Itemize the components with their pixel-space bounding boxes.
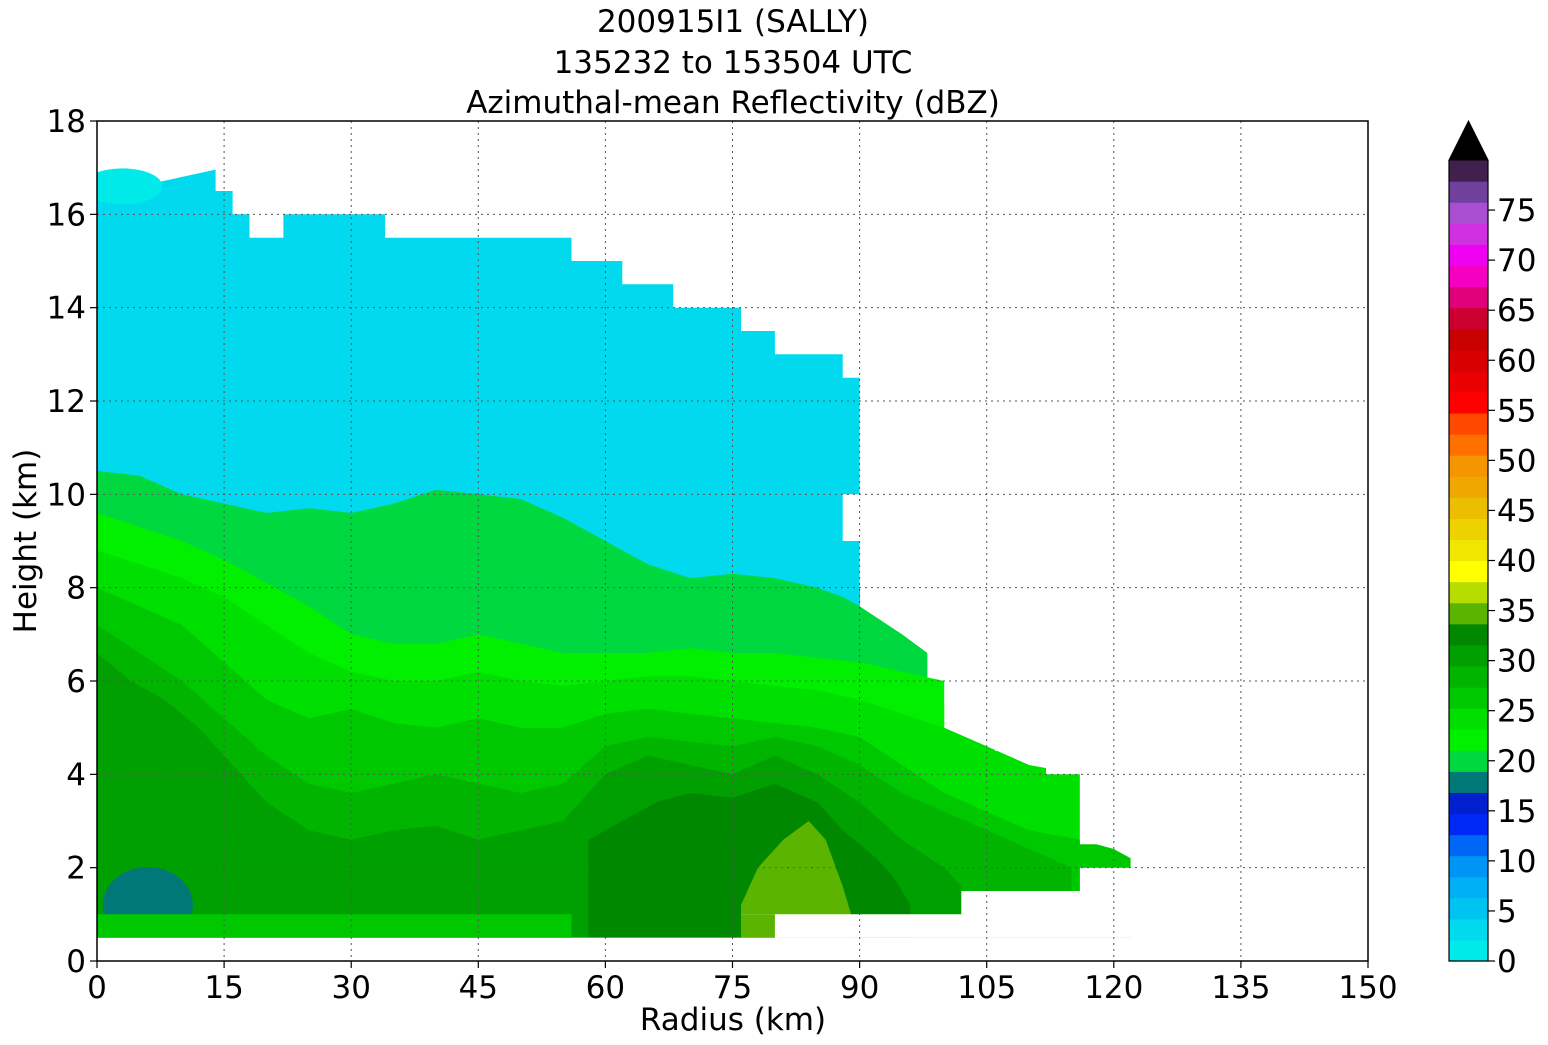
y-tick-label: 12	[47, 384, 86, 420]
y-axis-label: Height (km)	[8, 449, 44, 634]
colorbar-tick-label: 35	[1497, 594, 1536, 630]
chart-title-line-1: 200915I1 (SALLY)	[596, 4, 870, 40]
x-tick-label: 135	[1211, 970, 1270, 1006]
colorbar-swatch	[1449, 202, 1488, 224]
x-tick-label: 30	[331, 970, 370, 1006]
y-tick-label: 14	[47, 291, 86, 327]
colorbar-tick-label: 20	[1497, 744, 1536, 780]
colorbar-swatch	[1449, 644, 1488, 667]
x-axis-label: Radius (km)	[640, 1002, 826, 1038]
colorbar-swatch	[1449, 349, 1488, 372]
colorbar-extend-arrow	[1448, 119, 1489, 161]
colorbar-tick-label: 30	[1497, 644, 1536, 680]
colorbar-swatch	[1449, 223, 1488, 245]
colorbar-swatch	[1449, 539, 1488, 562]
x-tick-label: 0	[87, 970, 107, 1006]
colorbar-tick-label: 45	[1497, 493, 1536, 529]
colorbar-swatch	[1449, 518, 1488, 541]
colorbar-swatch	[1449, 750, 1488, 772]
colorbar-swatch	[1449, 307, 1488, 330]
x-tick-label: 120	[1084, 970, 1143, 1006]
colorbar-swatch	[1449, 792, 1488, 815]
colorbar-swatch	[1449, 497, 1488, 519]
x-tick-label: 105	[957, 970, 1016, 1006]
colorbar-tick-label: 25	[1497, 694, 1536, 730]
colorbar-tick-label: 65	[1497, 293, 1536, 329]
colorbar-swatch	[1449, 665, 1488, 688]
y-tick-label: 8	[66, 571, 86, 607]
colorbar-swatch	[1449, 876, 1488, 899]
colorbar-swatch	[1449, 918, 1488, 941]
chart-title-line-2: 135232 to 153504 UTC	[553, 45, 913, 81]
colorbar-tick-label: 50	[1497, 443, 1536, 479]
contour-core-top	[97, 168, 163, 205]
colorbar-swatch	[1449, 897, 1488, 920]
colorbar-tick-label: 10	[1497, 844, 1536, 880]
colorbar-swatch	[1449, 581, 1488, 604]
colorbar-tick-label: 75	[1497, 193, 1536, 229]
colorbar-swatch	[1449, 708, 1488, 730]
colorbar-tick-label: 5	[1497, 894, 1517, 930]
colorbar-tick-label: 55	[1497, 393, 1536, 429]
colorbar-swatch	[1449, 729, 1488, 751]
colorbar-swatch	[1449, 160, 1488, 182]
colorbar-swatch	[1449, 939, 1488, 962]
colorbar-tick-label: 60	[1497, 343, 1536, 379]
colorbar-swatch	[1449, 434, 1488, 456]
y-tick-label: 10	[47, 477, 86, 513]
colorbar-swatch	[1449, 181, 1488, 203]
no-data-mask	[97, 121, 1368, 938]
contour-strip-bottom-mid	[741, 914, 775, 938]
colorbar-swatch	[1449, 265, 1488, 288]
x-tick-label: 60	[586, 970, 625, 1006]
colorbar-swatch	[1449, 686, 1488, 709]
colorbar-swatch	[1449, 328, 1488, 351]
colorbar-swatch	[1449, 412, 1488, 435]
x-tick-label: 90	[840, 970, 879, 1006]
x-tick-label: 150	[1338, 970, 1397, 1006]
colorbar-swatch	[1449, 286, 1488, 309]
colorbar-tick-label: 0	[1497, 944, 1517, 980]
colorbar: 0 5 10 15 20 25 30 35 40 45 50 55 60 65 70 75	[1448, 119, 1536, 980]
y-tick-label: 18	[47, 104, 86, 140]
x-tick-label: 45	[459, 970, 498, 1006]
colorbar-swatch	[1449, 623, 1488, 646]
colorbar-swatch	[1449, 855, 1488, 878]
contour-strip-bottom-left	[97, 914, 572, 938]
colorbar-swatch	[1449, 476, 1488, 498]
colorbar-swatch	[1449, 370, 1488, 393]
chart-title-line-3: Azimuthal-mean Reflectivity (dBZ)	[466, 85, 1000, 121]
colorbar-swatch	[1449, 455, 1488, 477]
x-tick-label: 75	[713, 970, 752, 1006]
y-tick-label: 6	[66, 664, 86, 700]
y-tick-label: 4	[66, 757, 86, 793]
colorbar-swatch	[1449, 602, 1488, 625]
colorbar-swatch	[1449, 391, 1488, 414]
y-tick-label: 2	[66, 851, 86, 887]
x-tick-label: 15	[204, 970, 243, 1006]
colorbar-swatch	[1449, 771, 1488, 793]
y-tick-label: 0	[66, 944, 86, 980]
colorbar-tick-label: 15	[1497, 794, 1536, 830]
colorbar-swatch	[1449, 244, 1488, 266]
colorbar-tick-label: 70	[1497, 243, 1536, 279]
colorbar-swatch	[1449, 834, 1488, 857]
colorbar-tick-label: 40	[1497, 544, 1536, 580]
colorbar-swatch	[1449, 560, 1488, 583]
y-tick-label: 16	[47, 197, 86, 233]
colorbar-swatch	[1449, 813, 1488, 836]
